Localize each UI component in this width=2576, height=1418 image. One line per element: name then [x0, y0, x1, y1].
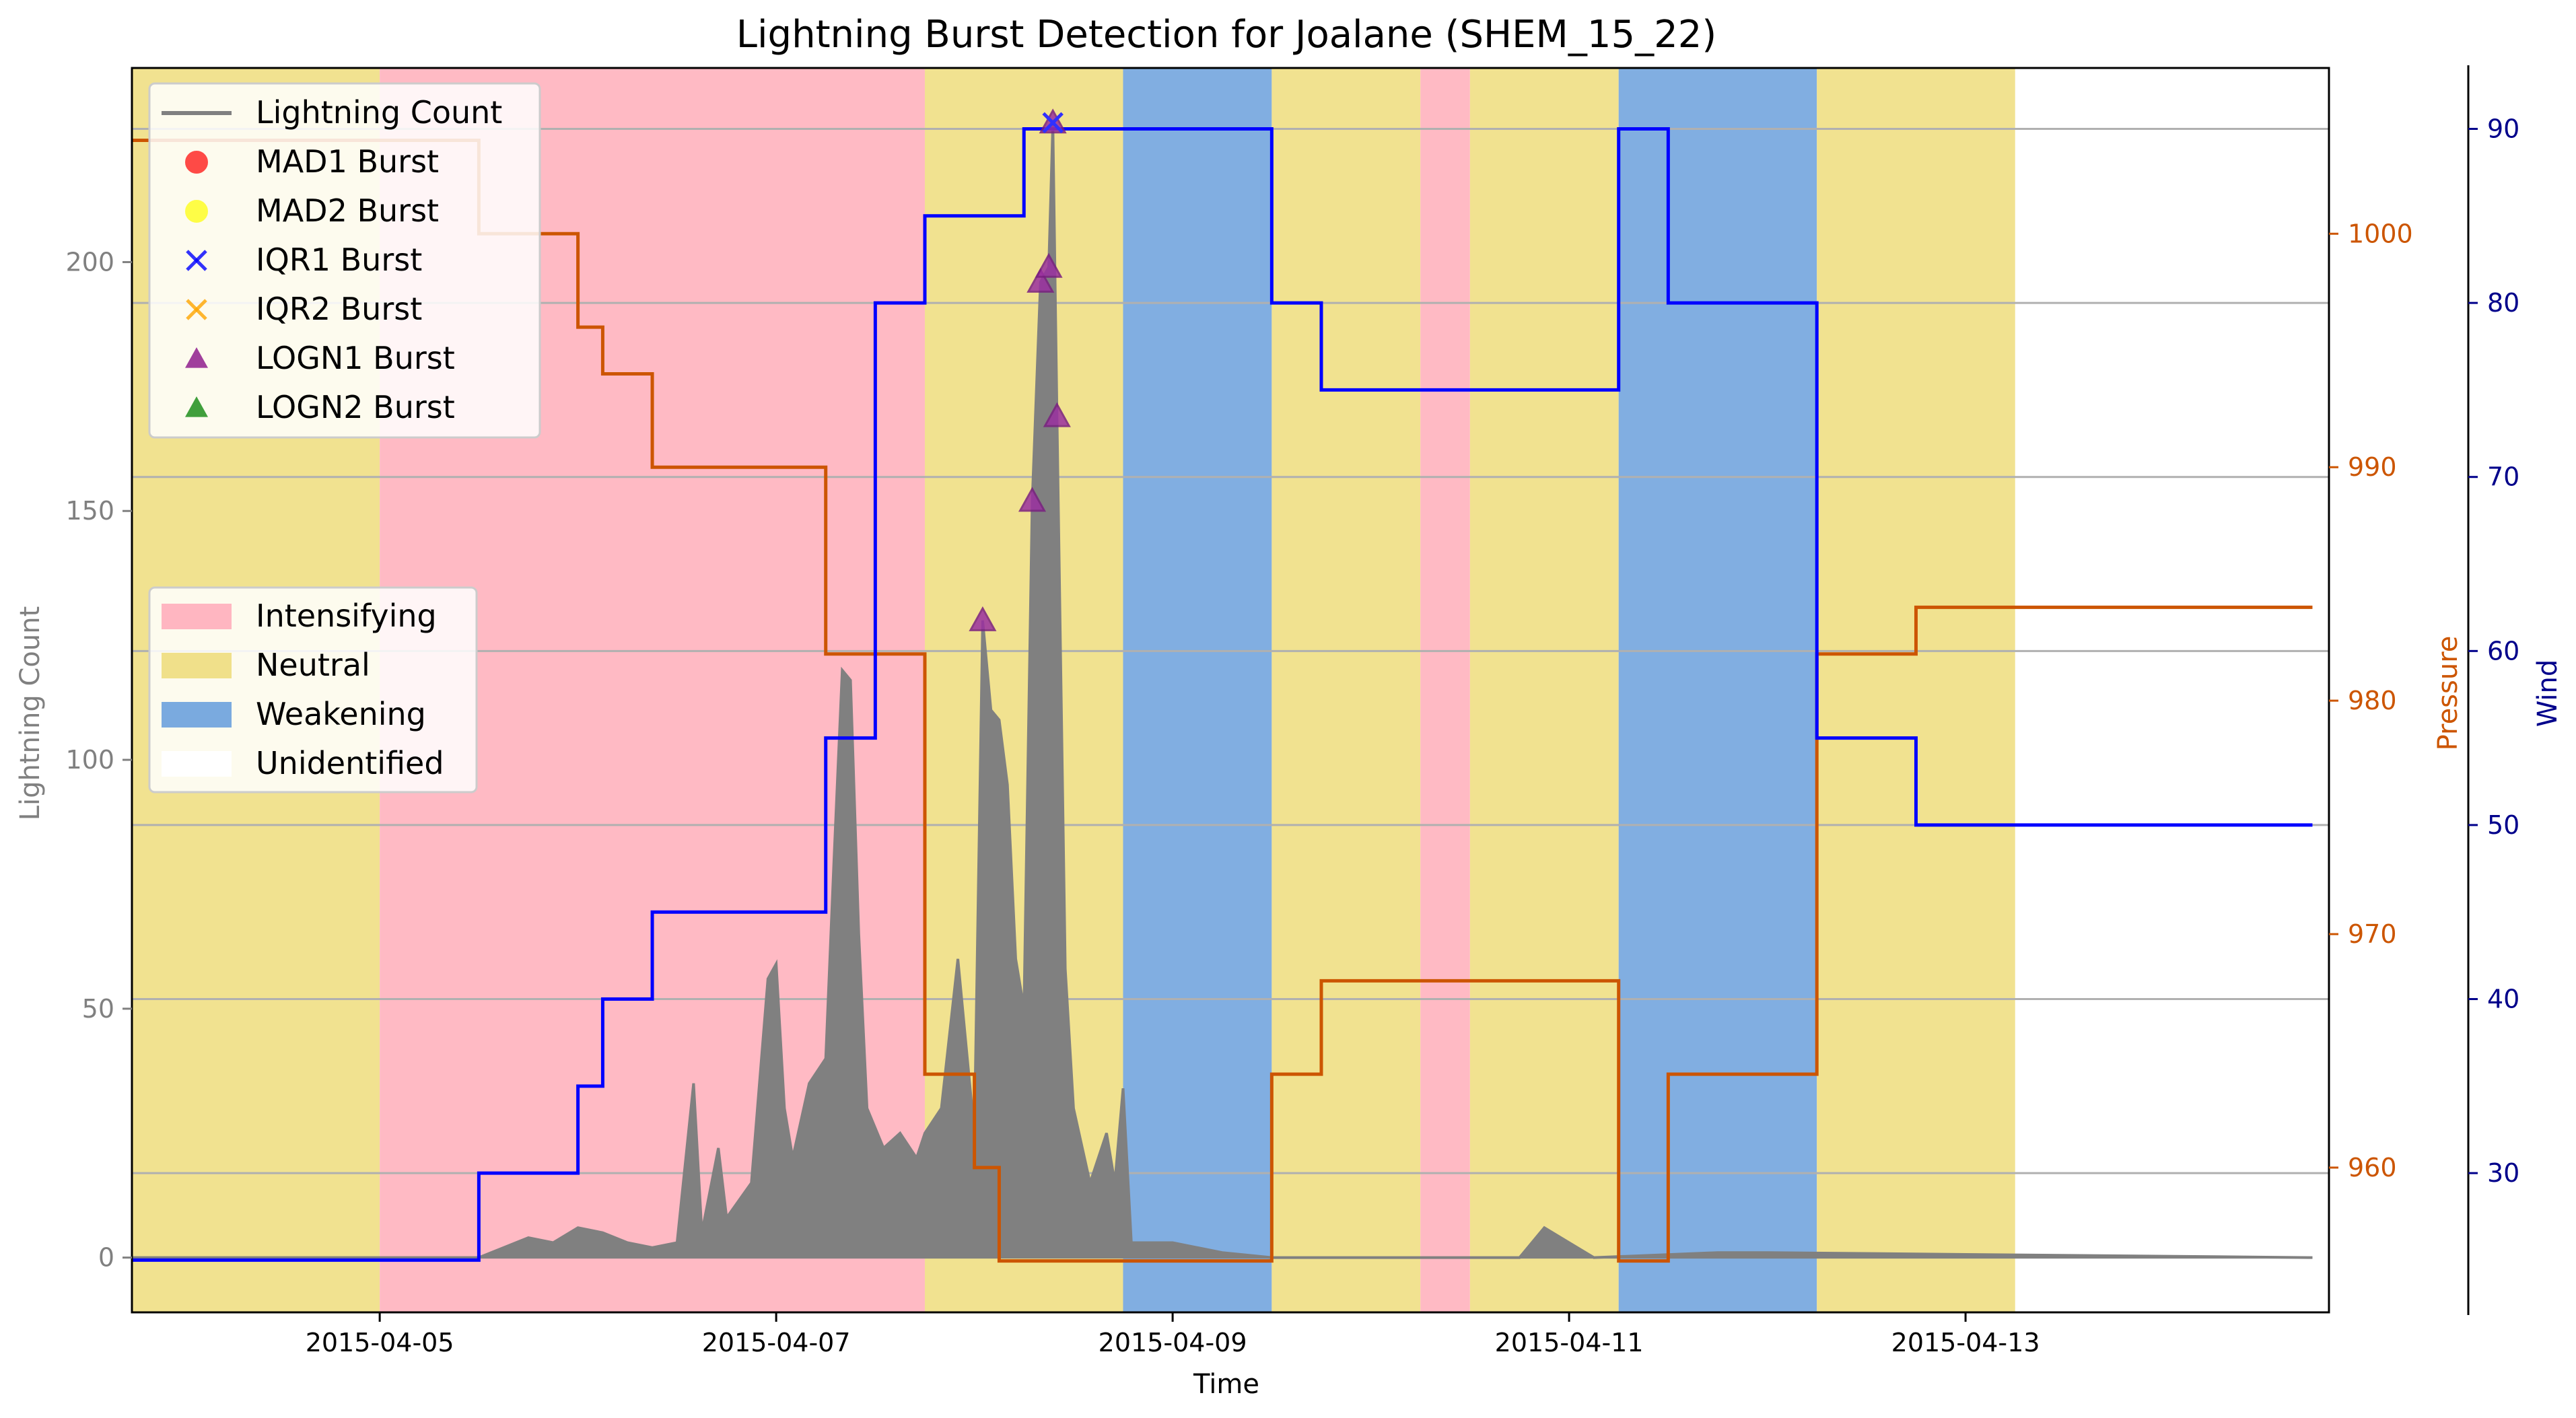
- chart-title: Lightning Burst Detection for Joalane (S…: [736, 13, 1716, 57]
- burst-markers: [969, 108, 1071, 631]
- iqr1-burst-marker: [1042, 112, 1064, 134]
- legend-label: MAD2 Burst: [256, 192, 439, 229]
- wind-line: [132, 127, 2313, 1262]
- lightning-tick-label: 150: [65, 496, 114, 526]
- legend-circle-swatch: [185, 151, 208, 174]
- legend-circle-swatch: [185, 200, 208, 223]
- legend-label: Weakening: [256, 696, 426, 732]
- logn1-burst-marker: [1035, 252, 1063, 278]
- pressure-tick-label: 990: [2348, 452, 2397, 482]
- legend-phase-swatch: [162, 604, 232, 629]
- pressure-series: [132, 139, 2313, 1263]
- logn1-burst-marker: [969, 606, 997, 631]
- lightning-count-line: [132, 122, 2313, 1259]
- logn1-burst-marker: [1018, 487, 1047, 512]
- legends: Lightning Count MAD1 Burst MAD2 Burst IQR1 …: [148, 82, 541, 793]
- wind-tick-label: 30: [2487, 1158, 2519, 1188]
- wind-tick-label: 50: [2487, 810, 2519, 840]
- pressure-line: [132, 139, 2313, 1263]
- x-tick-label: 2015-04-05: [306, 1328, 454, 1357]
- legend-label: IQR2 Burst: [256, 291, 422, 327]
- legend-label: Unidentified: [256, 745, 444, 781]
- lightning-tick-label: 200: [65, 247, 114, 277]
- pressure-tick-label: 980: [2348, 686, 2397, 715]
- iqr1-marker-stroke: [1042, 112, 1064, 134]
- pressure-tick-label: 970: [2348, 919, 2397, 949]
- legend-triangle-swatch: [185, 396, 208, 417]
- legend-label: LOGN1 Burst: [256, 340, 455, 376]
- legend-phase-swatch: [162, 702, 232, 728]
- lightning-tick-label: 50: [82, 994, 114, 1024]
- legend-phases: [148, 586, 478, 793]
- wind-series: [132, 127, 2313, 1262]
- legend-phase-swatch: [162, 751, 232, 777]
- pressure-tick-label: 960: [2348, 1153, 2397, 1182]
- legend-label: LOGN2 Burst: [256, 389, 455, 425]
- wind-tick-label: 70: [2487, 462, 2519, 492]
- x-tick-label: 2015-04-09: [1099, 1328, 1247, 1357]
- logn1-burst-marker: [1043, 402, 1071, 427]
- legend-bursts: [148, 82, 541, 439]
- phase-band-neutral: [1469, 68, 1619, 1312]
- x-tick-label: 2015-04-13: [1891, 1328, 2040, 1357]
- lightning-tick-label: 100: [65, 745, 114, 775]
- wind-tick-label: 80: [2487, 288, 2519, 318]
- legend-label: Neutral: [256, 647, 370, 683]
- phase-band-weakening: [1123, 68, 1272, 1312]
- legend-label: Intensifying: [256, 598, 437, 634]
- lightning-tick-label: 0: [98, 1243, 114, 1273]
- pressure-tick-label: 1000: [2348, 219, 2413, 248]
- phase-band-neutral: [1817, 68, 2015, 1312]
- logn1-burst-marker: [1026, 267, 1055, 293]
- plot-frame: [131, 67, 2330, 1314]
- legend-triangle-swatch: [185, 347, 208, 368]
- lightning-axis-label: Lightning Count: [15, 606, 46, 821]
- legend-label: MAD1 Burst: [256, 143, 439, 180]
- wind-axis-label: Wind: [2532, 660, 2563, 728]
- phase-band-intensifying: [1420, 68, 1470, 1312]
- legend-label: Lightning Count: [256, 94, 502, 131]
- wind-tick-label: 40: [2487, 985, 2519, 1014]
- wind-tick-label: 90: [2487, 114, 2519, 144]
- legend-x-swatch: [186, 299, 207, 320]
- legend-phase-swatch: [162, 653, 232, 678]
- x-tick-label: 2015-04-07: [702, 1328, 851, 1357]
- phase-band-weakening: [1618, 68, 1817, 1312]
- phase-band-neutral: [1272, 68, 1421, 1312]
- axes: 2015-04-05 2015-04-07 2015-04-09 2015-04-11…: [65, 65, 2519, 1357]
- x-tick-label: 2015-04-11: [1495, 1328, 1644, 1357]
- pressure-axis-label: Pressure: [2433, 636, 2464, 751]
- legend-x-swatch: [186, 250, 207, 271]
- legend-label: IQR1 Burst: [256, 242, 422, 278]
- x-axis-label: Time: [1193, 1369, 1259, 1400]
- lightning-series: [132, 122, 2313, 1259]
- wind-tick-label: 60: [2487, 636, 2519, 666]
